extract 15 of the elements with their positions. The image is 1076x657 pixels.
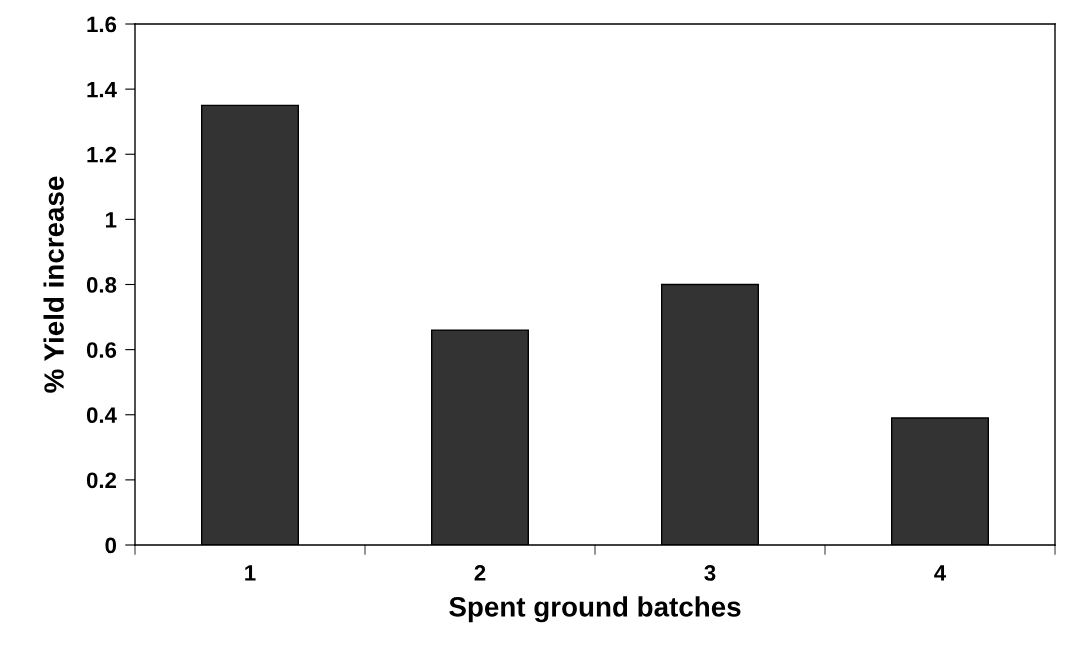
y-tick-label: 1.6 bbox=[87, 16, 117, 33]
y-tick-label: 0 bbox=[105, 537, 117, 554]
x-tick-label: 4 bbox=[934, 565, 947, 581]
y-tick-label: 0.4 bbox=[86, 407, 117, 424]
x-tick-label: 1 bbox=[245, 565, 256, 581]
y-tick-label: 0.2 bbox=[86, 472, 117, 489]
x-axis-title: Spent ground batches bbox=[449, 596, 741, 623]
y-tick-label: 0.8 bbox=[86, 277, 117, 293]
y-axis-title: % Yield increase bbox=[43, 176, 64, 393]
y-tick-label: 0.6 bbox=[86, 342, 117, 358]
x-tick-label: 3 bbox=[704, 565, 716, 581]
y-tick-label: 1 bbox=[105, 212, 117, 228]
y-tick-label: 1.2 bbox=[87, 146, 117, 163]
y-tick-label: 1.4 bbox=[87, 81, 117, 98]
x-tick-label: 2 bbox=[474, 565, 486, 581]
